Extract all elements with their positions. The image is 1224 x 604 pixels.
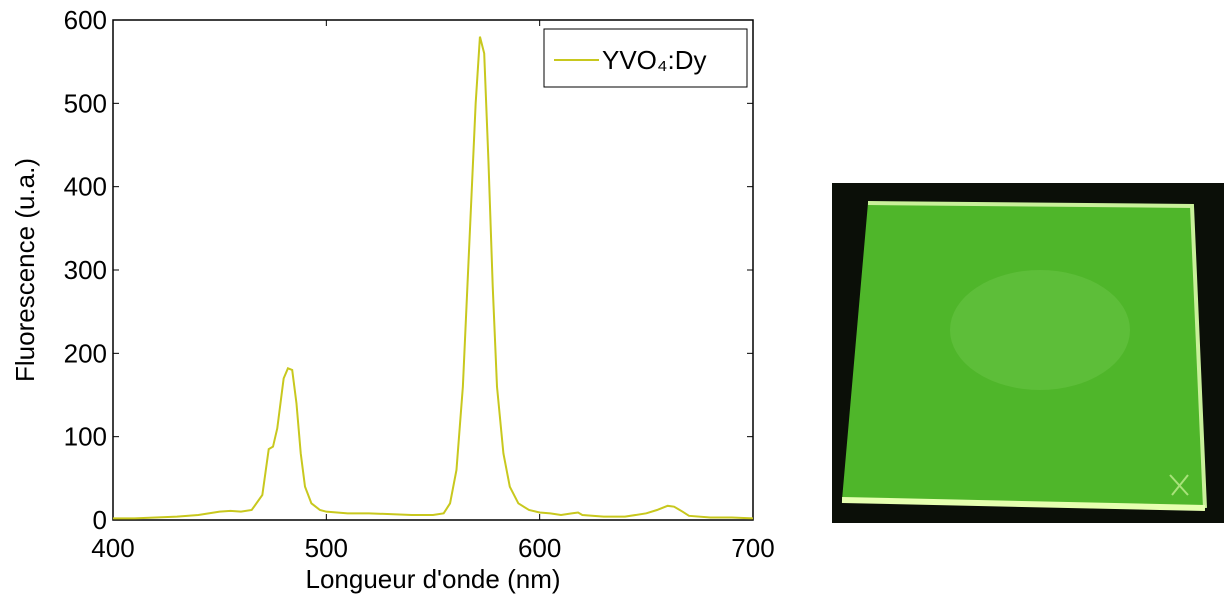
y-tick-label: 200 — [64, 338, 107, 368]
photo-mark — [1169, 474, 1189, 496]
y-axis-label: Fluorescence (u.a.) — [10, 158, 40, 382]
plot-frame — [112, 19, 754, 521]
photo-edge — [841, 497, 1206, 511]
y-tick-label: 0 — [93, 505, 107, 535]
y-tick-label: 400 — [64, 172, 107, 202]
photo — [832, 183, 1224, 523]
legend-box — [543, 28, 748, 88]
y-tick-label: 600 — [64, 5, 107, 35]
x-tick-label: 500 — [305, 533, 348, 563]
legend-label: YVO₄:Dy — [602, 45, 707, 75]
series-line — [113, 36, 754, 520]
photo-edge — [867, 201, 1207, 509]
x-tick-label: 700 — [731, 533, 774, 563]
photo-smudge — [950, 270, 1130, 390]
y-tick-label: 100 — [64, 422, 107, 452]
x-tick-label: 600 — [518, 533, 561, 563]
y-tick-label: 300 — [64, 255, 107, 285]
x-axis-label: Longueur d'onde (nm) — [305, 564, 560, 594]
x-tick-label: 400 — [91, 533, 134, 563]
y-tick-label: 500 — [64, 88, 107, 118]
